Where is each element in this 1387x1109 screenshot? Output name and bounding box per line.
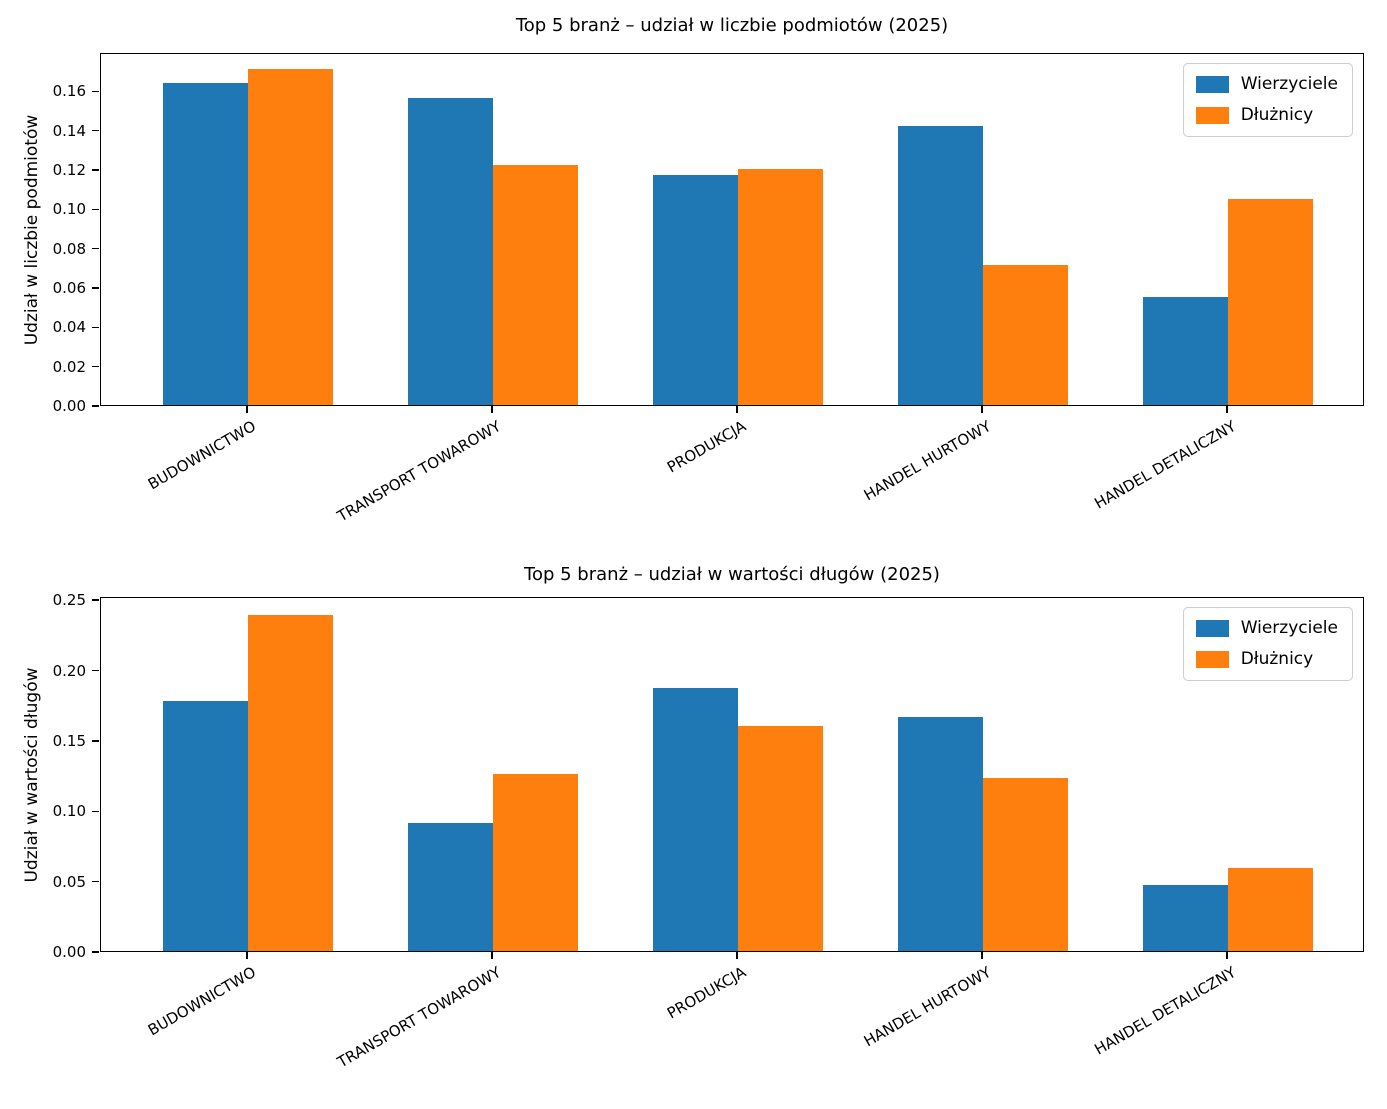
bar-wierzyciele-5 <box>1143 884 1228 951</box>
chart-wartosc-dlugow: Top 5 branż – udział w wartości długów (… <box>0 555 1387 1109</box>
y-tick-label: 0.12 <box>52 161 86 179</box>
x-tick-mark <box>736 406 738 413</box>
bar-wierzyciele-4 <box>898 717 983 951</box>
bar-wierzyciele-3 <box>653 687 738 951</box>
y-tick-mark <box>92 880 99 883</box>
legend-label: Wierzyciele <box>1240 74 1338 94</box>
legend-swatch <box>1195 107 1229 124</box>
x-tick-label: HANDEL HURTOWY <box>860 963 994 1051</box>
y-tick-mark <box>92 169 99 171</box>
y-tick-mark <box>92 247 99 250</box>
y-tick-label: 0.00 <box>52 943 86 961</box>
bar-dluznicy-3 <box>738 725 823 951</box>
x-tick-mark <box>246 952 248 959</box>
y-tick-label: 0.10 <box>52 802 86 821</box>
y-tick-label: 0.15 <box>52 731 86 750</box>
plot-area: Wierzyciele Dłużnicy <box>100 597 1364 952</box>
x-tick-mark <box>491 952 493 959</box>
y-tick-label: 0.00 <box>52 397 86 415</box>
x-tick-label: BUDOWNICTWO <box>144 963 259 1040</box>
bar-dluznicy-3 <box>738 169 823 405</box>
x-tick-mark <box>1226 406 1228 413</box>
x-tick-label: HANDEL DETALICZNY <box>1091 963 1239 1059</box>
bar-wierzyciele-2 <box>408 98 493 405</box>
plot-area: Wierzyciele Dłużnicy <box>100 53 1364 406</box>
y-tick-label: 0.04 <box>52 318 86 337</box>
bar-wierzyciele-4 <box>898 125 983 405</box>
chart-liczba-podmiotow: Top 5 branż – udział w liczbie podmiotów… <box>22 15 1364 526</box>
y-tick-label: 0.20 <box>52 661 86 680</box>
bar-dluznicy-4 <box>983 265 1068 405</box>
bar-dluznicy-4 <box>983 777 1068 951</box>
y-tick-label: 0.06 <box>52 279 86 297</box>
y-tick-mark <box>92 129 99 132</box>
legend-item-wierzyciele: Wierzyciele <box>1195 74 1338 95</box>
legend-swatch <box>1195 76 1229 93</box>
x-tick-label: TRANSPORT TOWAROWY <box>334 963 504 1072</box>
bar-dluznicy-2 <box>493 165 578 405</box>
x-tick-mark <box>981 406 983 413</box>
y-tick-mark <box>92 810 99 813</box>
x-tick-mark <box>736 952 738 959</box>
bar-wierzyciele-1 <box>163 82 248 405</box>
y-tick-label: 0.25 <box>52 591 86 610</box>
y-axis-label: Udział w liczbie podmiotów <box>22 114 42 346</box>
bar-wierzyciele-1 <box>163 700 248 951</box>
y-tick-label: 0.10 <box>52 200 86 219</box>
legend-item-dluznicy: Dłużnicy <box>1195 649 1338 670</box>
y-tick-mark <box>92 405 99 407</box>
y-tick-label: 0.02 <box>52 357 86 376</box>
y-axis-label: Udział w wartości długów <box>22 667 42 883</box>
bar-dluznicy-5 <box>1228 198 1313 405</box>
legend: Wierzyciele Dłużnicy <box>1182 63 1353 137</box>
bar-wierzyciele-3 <box>653 174 738 405</box>
legend-label: Dłużnicy <box>1240 649 1314 669</box>
legend-item-wierzyciele: Wierzyciele <box>1195 618 1338 639</box>
legend-swatch <box>1195 651 1229 668</box>
y-tick-label: 0.16 <box>52 82 86 101</box>
bar-dluznicy-2 <box>493 773 578 951</box>
x-tick-mark <box>246 406 248 413</box>
y-tick-mark <box>92 669 99 672</box>
bar-dluznicy-5 <box>1228 868 1313 951</box>
y-tick-mark <box>92 326 99 329</box>
legend-label: Dłużnicy <box>1240 105 1314 125</box>
bar-wierzyciele-5 <box>1143 296 1228 405</box>
y-tick-mark <box>92 287 99 289</box>
y-tick-label: 0.08 <box>52 239 86 258</box>
x-tick-label: HANDEL HURTOWY <box>860 417 994 505</box>
bar-dluznicy-1 <box>248 614 333 951</box>
x-tick-mark <box>981 952 983 959</box>
y-tick-label: 0.05 <box>52 872 86 891</box>
y-tick-mark <box>92 365 99 368</box>
legend-label: Wierzyciele <box>1240 618 1338 638</box>
y-tick-mark <box>92 740 99 742</box>
y-tick-mark <box>92 951 99 953</box>
legend: Wierzyciele Dłużnicy <box>1182 607 1353 681</box>
bar-dluznicy-1 <box>248 68 333 405</box>
chart-title: Top 5 branż – udział w wartości długów (… <box>524 564 940 585</box>
y-tick-label: 0.14 <box>52 121 86 140</box>
y-tick-mark <box>92 599 99 601</box>
bar-wierzyciele-2 <box>408 823 493 951</box>
x-tick-label: HANDEL DETALICZNY <box>1091 417 1239 513</box>
y-tick-mark <box>92 208 99 211</box>
x-tick-mark <box>1226 952 1228 959</box>
legend-swatch <box>1195 620 1229 637</box>
chart-title: Top 5 branż – udział w liczbie podmiotów… <box>515 15 949 36</box>
y-tick-mark <box>92 90 99 93</box>
x-tick-label: TRANSPORT TOWAROWY <box>334 417 504 526</box>
legend-item-dluznicy: Dłużnicy <box>1195 105 1338 126</box>
x-tick-mark <box>491 406 493 413</box>
x-tick-label: PRODUKCJA <box>664 963 749 1023</box>
x-tick-label: BUDOWNICTWO <box>144 417 259 494</box>
x-tick-label: PRODUKCJA <box>664 417 749 477</box>
